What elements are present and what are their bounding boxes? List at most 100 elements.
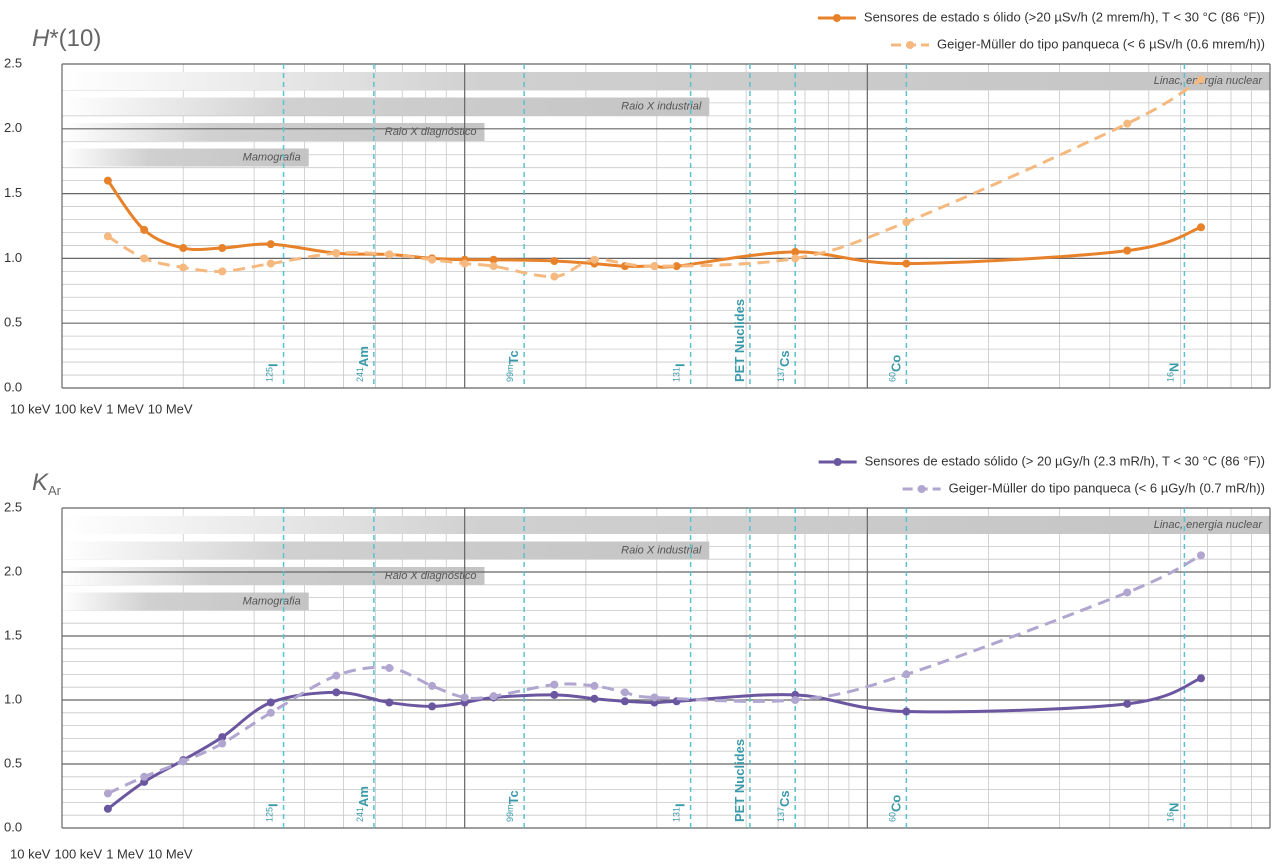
- band-label: Linac, energia nuclear: [1154, 519, 1264, 531]
- data-point: [140, 254, 149, 263]
- nuclide-label: 137Cs: [777, 790, 793, 822]
- x-tick-label: 10 MeV: [148, 401, 193, 416]
- x-tick-label: 10 MeV: [148, 846, 193, 861]
- energy-band: [62, 72, 1270, 90]
- data-point: [332, 688, 341, 697]
- x-tick-label: 10 keV: [10, 846, 51, 861]
- band-label: Raio X diagnóstico: [385, 126, 477, 138]
- data-point: [1197, 674, 1206, 683]
- y-tick-label: 2.5: [4, 55, 22, 70]
- x-tick-label: 100 keV: [54, 846, 102, 861]
- data-point: [1197, 75, 1206, 84]
- data-point: [902, 218, 911, 227]
- nuclide-symbol: Am: [356, 346, 371, 367]
- nuclide-label: PET Nuclides: [732, 739, 747, 822]
- energy-band: [62, 541, 710, 560]
- nuclide-mass: 60: [888, 372, 898, 382]
- nuclide-symbol: Cs: [778, 790, 793, 807]
- nuclide-mass: 125: [265, 367, 275, 382]
- band-label: Mamografia: [243, 151, 301, 163]
- nuclide-label: 99mTc: [506, 350, 522, 382]
- data-point: [550, 690, 559, 699]
- legend-label: Sensores de estado sólido (> 20 µGy/h (2…: [865, 453, 1265, 468]
- legend-label: Geiger-Müller do tipo panqueca (< 6 µGy/…: [949, 480, 1265, 495]
- y-tick-label: 0.0: [4, 379, 22, 394]
- y-label-subscript: Ar: [48, 483, 62, 498]
- data-point: [103, 804, 112, 813]
- nuclide-mass: 241: [355, 367, 365, 382]
- y-tick-label: 0.5: [4, 755, 22, 770]
- data-point: [428, 681, 437, 690]
- y-tick-label: 1.5: [4, 185, 22, 200]
- nuclide-mass: 16: [1166, 812, 1176, 822]
- data-point: [332, 249, 341, 258]
- data-point: [1197, 223, 1206, 232]
- nuclide-symbol: Co: [889, 355, 904, 372]
- data-point: [385, 698, 394, 707]
- nuclide-label: 125I: [265, 363, 281, 382]
- y-tick-label: 0.5: [4, 315, 22, 330]
- band-label: Linac, energia nuclear: [1154, 75, 1264, 87]
- data-point: [218, 244, 227, 253]
- data-point: [620, 697, 629, 706]
- data-point: [266, 259, 275, 268]
- y-tick-label: 2.5: [4, 499, 22, 514]
- nuclide-label: 241Am: [355, 786, 371, 822]
- energy-band: [62, 592, 309, 611]
- data-point: [791, 254, 800, 263]
- series-line: [106, 676, 1202, 811]
- nuclide-label: 241Am: [355, 346, 371, 382]
- nuclide-label: 99mTc: [506, 790, 522, 822]
- data-point: [460, 693, 469, 702]
- data-point: [1197, 551, 1206, 560]
- band-label: Raio X diagnóstico: [385, 570, 477, 582]
- data-point: [218, 739, 227, 748]
- nuclide-symbol: Tc: [507, 350, 522, 364]
- data-point: [590, 694, 599, 703]
- nuclide-mass: 131: [672, 807, 682, 822]
- data-point: [218, 733, 227, 742]
- data-point: [179, 244, 188, 253]
- data-point: [385, 664, 394, 672]
- nuclide-mass: 137: [777, 367, 787, 382]
- nuclide-mass: 99m: [506, 364, 516, 382]
- data-point: [489, 255, 498, 264]
- nuclide-symbol: I: [266, 803, 281, 807]
- data-point: [1123, 246, 1132, 255]
- data-point: [550, 680, 559, 689]
- nuclide-symbol: I: [266, 363, 281, 367]
- y-axis-label: KAr: [32, 469, 62, 498]
- nuclide-label: 137Cs: [777, 350, 793, 382]
- nuclide-label: 131I: [672, 803, 688, 822]
- nuclide-mass: 16: [1166, 372, 1176, 382]
- data-point: [672, 262, 681, 271]
- nuclide-label: 60Co: [888, 355, 904, 382]
- y-label-symbol: H: [32, 25, 50, 52]
- x-tick-label: 100 keV: [54, 401, 102, 416]
- y-axis-label: H*(10): [32, 25, 101, 52]
- data-point: [590, 681, 599, 690]
- data-point: [103, 176, 112, 185]
- data-point: [902, 670, 911, 679]
- band-label: Raio X industrial: [621, 100, 702, 112]
- nuclide-symbol: I: [673, 363, 688, 367]
- data-point: [103, 789, 112, 798]
- legend-marker: [833, 458, 842, 466]
- series-line: [106, 179, 1202, 269]
- nuclide-mass: 131: [672, 367, 682, 382]
- nuclide-symbol: PET Nuclides: [732, 739, 747, 822]
- y-label-symbol: K: [32, 469, 49, 496]
- data-point: [791, 696, 800, 704]
- x-tick-label: 1 MeV: [106, 401, 144, 416]
- energy-band: [62, 97, 710, 116]
- data-point: [140, 225, 149, 234]
- nuclide-symbol: Co: [889, 795, 904, 812]
- nuclide-label: 60Co: [888, 795, 904, 822]
- nuclide-symbol: Am: [356, 786, 371, 807]
- data-point: [266, 708, 275, 717]
- y-tick-label: 2.0: [4, 563, 22, 578]
- data-point: [791, 247, 800, 256]
- data-point: [620, 688, 629, 697]
- nuclide-label: 125I: [265, 803, 281, 822]
